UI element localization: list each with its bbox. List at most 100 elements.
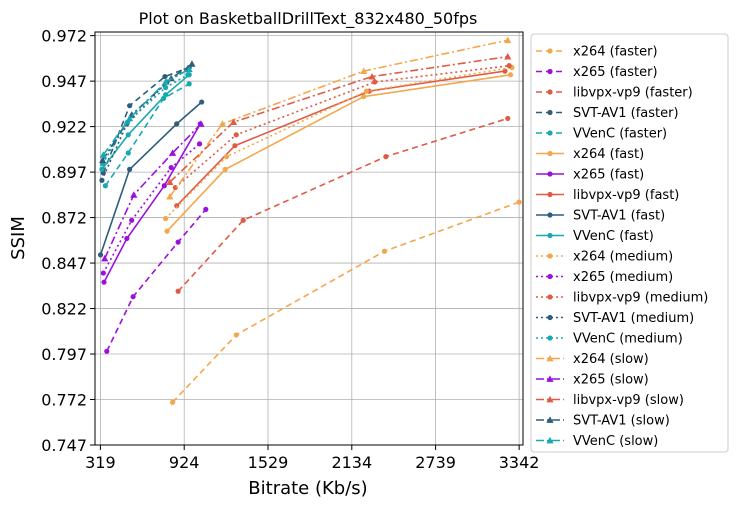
series-x264-slow-point (166, 193, 174, 200)
y-tick-label: 0.947 (41, 72, 87, 91)
series-line-svt-av1-medium (101, 68, 189, 181)
series-x264-slow-point (218, 120, 227, 127)
series-x265-faster (104, 206, 209, 354)
series-line-libvpx-vp9-fast (176, 70, 506, 207)
legend-item-vvenc-fast: VVenC (fast) (536, 229, 654, 244)
series-vvenc-faster-point (102, 183, 108, 189)
x-tick-label: 924 (169, 453, 200, 472)
legend-item-svt-av1-fast: SVT-AV1 (fast) (536, 209, 665, 224)
series-line-svt-av1-fast (99, 101, 203, 256)
x-tick-label: 319 (85, 453, 116, 472)
legend-label: x264 (faster) (573, 45, 658, 60)
series-svt-av1-slow-point (99, 156, 107, 164)
series-x265-fast-point (161, 183, 167, 189)
plot-frame (94, 31, 524, 446)
x-axis-label: Bitrate (Kb/s) (248, 478, 367, 499)
legend-label: libvpx-vp9 (fast) (573, 188, 679, 203)
series-x264-medium (163, 64, 515, 222)
legend-label: x265 (slow) (573, 373, 649, 388)
legend-item-svt-av1-faster: SVT-AV1 (faster) (536, 106, 679, 121)
x-tick-label: 3342 (499, 453, 540, 472)
series-libvpx-vp9-fast-point (232, 143, 238, 149)
legend-label: libvpx-vp9 (slow) (573, 393, 684, 408)
legend-vvenc-slow-point (546, 436, 554, 444)
legend-libvpx-vp9-faster-point (547, 89, 553, 95)
series-svt-av1-slow (99, 60, 196, 164)
legend-label: x265 (fast) (573, 168, 644, 183)
series-x265-fast-point (101, 279, 107, 285)
legend: x264 (faster) x265 (faster) libvpx-vp9 (fa… (530, 33, 729, 453)
legend-item-x265-slow: x265 (slow) (536, 373, 649, 388)
series-vvenc-slow (99, 65, 193, 158)
series-x264-fast-point (222, 166, 228, 172)
legend-item-x264-faster: x264 (faster) (536, 45, 658, 60)
series-x265-faster-point (175, 239, 181, 245)
series-line-x265-faster (106, 208, 207, 352)
series-libvpx-vp9-faster-point (505, 115, 511, 122)
legend-item-vvenc-faster: VVenC (faster) (536, 127, 667, 142)
legend-vvenc-fast-point (547, 232, 553, 239)
y-tick-label: 0.747 (41, 436, 87, 455)
series-x264-fast-point (361, 93, 367, 100)
y-tick-label: 0.922 (41, 118, 87, 137)
series-libvpx-vp9-slow-point (504, 52, 512, 60)
series-line-vvenc-slow (102, 68, 190, 156)
series-svt-av1-medium-point (99, 177, 105, 183)
legend-item-libvpx-vp9-slow: libvpx-vp9 (slow) (536, 393, 684, 408)
series-libvpx-vp9-fast-point (502, 68, 508, 74)
legend-x264-faster-point (547, 48, 553, 54)
legend-vvenc-medium-point (547, 335, 553, 341)
legend-frame (530, 33, 729, 453)
legend-item-x265-faster: x265 (faster) (536, 65, 658, 80)
legend-label: x265 (medium) (573, 270, 673, 285)
series-svt-av1-fast-point (97, 252, 104, 258)
legend-label: VVenC (medium) (573, 332, 683, 347)
y-axis-label: SSIM (8, 216, 29, 260)
series-line-libvpx-vp9-slow (169, 55, 508, 183)
series-x265-slow (101, 120, 205, 262)
series-vvenc-slow-point (99, 151, 107, 158)
series-libvpx-vp9-slow-point (368, 72, 376, 80)
series-libvpx-vp9-medium (172, 63, 512, 191)
legend-item-x265-fast: x265 (fast) (536, 168, 644, 183)
series-vvenc-fast-point (125, 132, 131, 138)
legend-x264-medium-point (547, 253, 553, 259)
legend-label: libvpx-vp9 (medium) (573, 291, 708, 306)
series-x264-fast-point (507, 72, 514, 78)
series-line-libvpx-vp9-faster (177, 117, 509, 292)
series-vvenc-slow-point (162, 78, 170, 85)
legend-svt-av1-faster-point (547, 109, 553, 116)
series-line-x265-fast (103, 123, 201, 283)
series-line-svt-av1-slow (101, 63, 193, 161)
series-x264-faster-point (381, 248, 388, 254)
series-x264-medium-point (223, 154, 230, 160)
series-line-x264-faster (172, 201, 520, 403)
series-lines (97, 36, 522, 405)
legend-item-vvenc-slow: VVenC (slow) (536, 434, 658, 449)
series-x265-faster-point (104, 348, 110, 354)
legend-x265-slow-point (546, 375, 554, 382)
series-x265-slow-point (197, 120, 205, 127)
series-vvenc-medium-point (163, 84, 169, 91)
series-libvpx-vp9-fast (174, 68, 508, 209)
series-libvpx-vp9-faster-point (175, 288, 181, 294)
series-x264-faster (169, 199, 522, 405)
series-x265-medium (100, 141, 203, 276)
legend-label: VVenC (fast) (573, 229, 654, 244)
legend-x265-medium-point (547, 273, 553, 280)
legend-label: VVenC (faster) (573, 127, 667, 142)
series-line-x264-fast (166, 74, 511, 232)
legend-item-x264-slow: x264 (slow) (536, 352, 649, 367)
legend-item-vvenc-medium: VVenC (medium) (536, 332, 683, 347)
y-tick-label: 0.772 (41, 391, 87, 410)
series-libvpx-vp9-faster-point (383, 154, 389, 160)
legend-label: SVT-AV1 (medium) (573, 311, 694, 326)
legend-item-x265-medium: x265 (medium) (536, 270, 673, 285)
legend-item-svt-av1-slow: SVT-AV1 (slow) (536, 414, 670, 429)
legend-item-libvpx-vp9-fast: libvpx-vp9 (fast) (536, 188, 679, 203)
series-x265-slow-point (101, 254, 109, 262)
series-vvenc-faster-point (125, 150, 131, 156)
series-vvenc-fast-point (99, 166, 105, 172)
x-tick-label: 1529 (248, 453, 289, 472)
legend-item-x264-medium: x264 (medium) (536, 250, 673, 265)
